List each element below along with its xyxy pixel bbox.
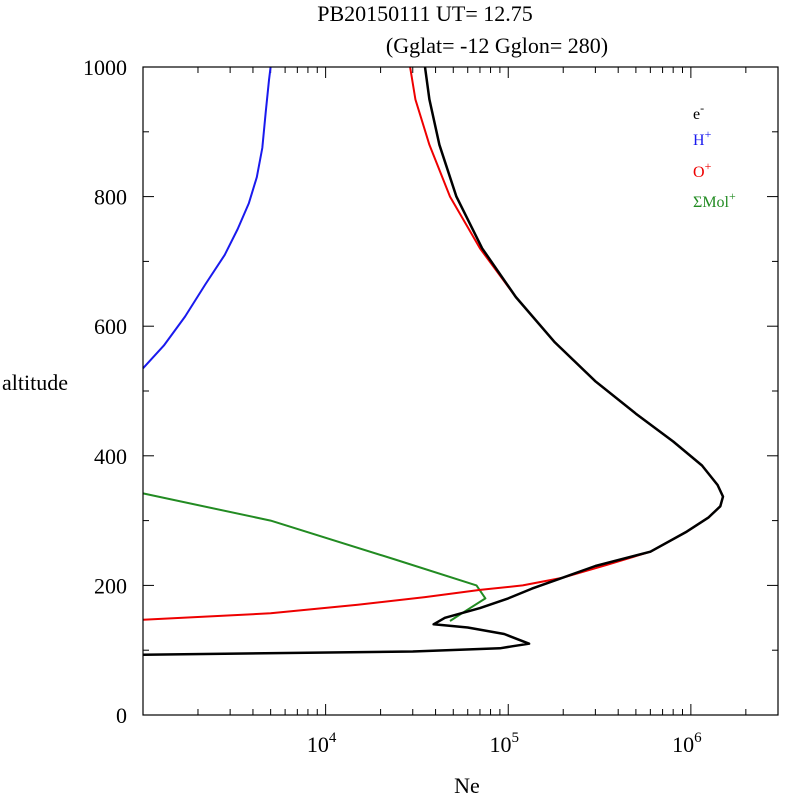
x-tick-label: 104 <box>307 730 337 757</box>
legend-label: e <box>693 106 700 123</box>
legend-entry: ΣMol+ <box>693 189 736 211</box>
chart-title-line1: PB20150111 UT= 12.75 <box>317 1 533 26</box>
legend-label: H <box>693 132 705 149</box>
axis-ticks <box>142 66 779 716</box>
legend-label-superscript: + <box>705 159 712 173</box>
x-axis-label: Ne <box>454 773 480 796</box>
y-tick-label: 0 <box>116 703 127 728</box>
legend: e-H+O+ΣMol+ <box>693 101 736 211</box>
x-tick-exponent: 6 <box>694 730 702 746</box>
legend-entry: H+ <box>693 127 712 149</box>
legend-label: ΣMol <box>693 194 730 211</box>
x-tick-label: 106 <box>672 730 702 757</box>
y-tick-label: 400 <box>94 444 127 469</box>
x-tick-base: 10 <box>672 732 694 757</box>
legend-label-superscript: - <box>700 101 704 115</box>
legend-label-superscript: + <box>729 189 736 203</box>
x-tick-exponent: 5 <box>511 730 518 746</box>
y-axis-label: altitude <box>2 370 68 395</box>
legend-entry: O+ <box>693 159 712 181</box>
y-tick-label: 600 <box>94 314 127 339</box>
series-layer <box>142 66 725 656</box>
series-line <box>142 66 272 369</box>
x-tick-label: 105 <box>489 730 518 757</box>
y-tick-label: 800 <box>94 185 127 210</box>
series-line <box>142 66 724 621</box>
y-tick-label: 1000 <box>83 55 127 80</box>
legend-label: O <box>693 164 705 181</box>
legend-entry: e- <box>693 101 704 123</box>
legend-label-superscript: + <box>705 127 712 141</box>
series-line <box>142 66 725 656</box>
x-tick-labels: 104 105 106 <box>307 730 702 757</box>
x-tick-base: 10 <box>489 732 511 757</box>
y-tick-labels: 0 200 400 600 800 1000 <box>83 55 127 728</box>
chart-title-line2: (Gglat= -12 Gglon= 280) <box>386 33 608 58</box>
y-tick-label: 200 <box>94 573 127 598</box>
plot-frame <box>142 66 779 716</box>
x-tick-base: 10 <box>307 732 329 757</box>
x-tick-exponent: 4 <box>329 730 337 746</box>
series-line <box>142 492 487 622</box>
